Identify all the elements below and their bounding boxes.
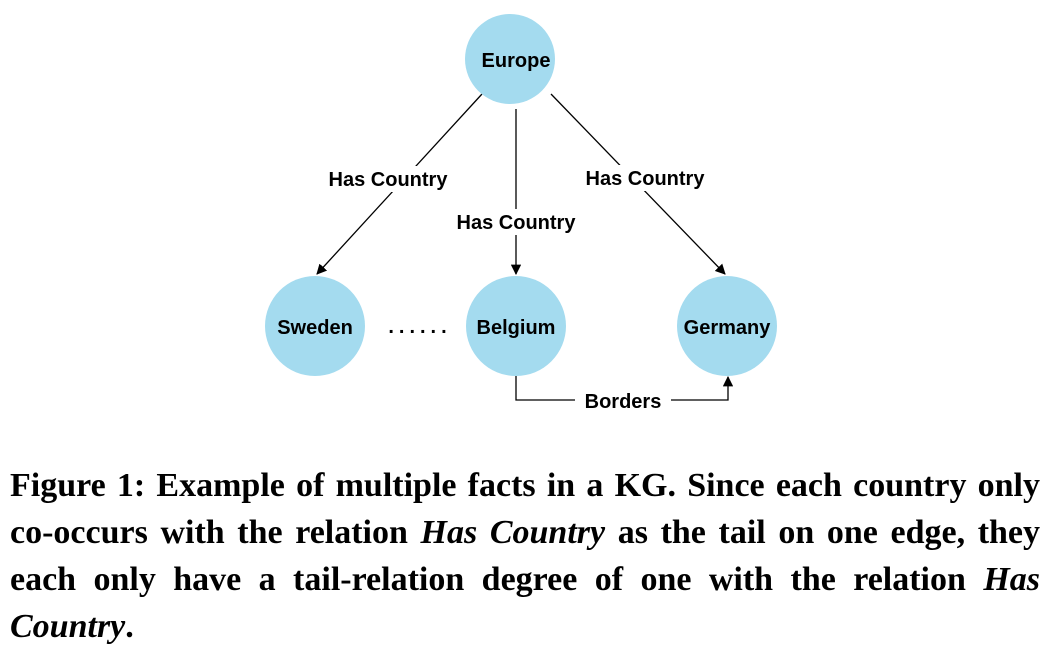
knowledge-graph-diagram: Has Country Has Country Has Country Bord… [265,14,777,414]
node-sweden-label: Sweden [277,317,353,339]
caption-italic-relation-2: Has Country [10,561,1040,645]
node-germany-label: Germany [684,317,772,339]
node-belgium: Belgium [466,276,566,376]
figure-caption: Figure 1: Example of multiple facts in a… [10,462,1040,650]
node-germany: Germany [677,276,777,376]
edge-label-europe-germany: Has Country [586,168,706,190]
caption-text-part1: Example of multiple facts in a KG. Since… [10,467,1041,551]
caption-italic-relation-1: Has Country [420,514,606,551]
node-belgium-label: Belgium [477,317,556,339]
edge-label-europe-belgium: Has Country [457,212,577,234]
caption-end: . [125,608,134,645]
ellipsis-dots: ...... [388,316,451,338]
edge-label-europe-sweden: Has Country [329,169,449,191]
edge-label-belgium-germany: Borders [585,391,662,413]
caption-text-part2: as the tail on one edge, they each only … [10,514,1041,598]
caption-label: Figure 1: [10,467,146,504]
node-sweden: Sweden [265,276,365,376]
node-europe: Europe [465,14,555,104]
node-europe-label: Europe [482,50,551,72]
